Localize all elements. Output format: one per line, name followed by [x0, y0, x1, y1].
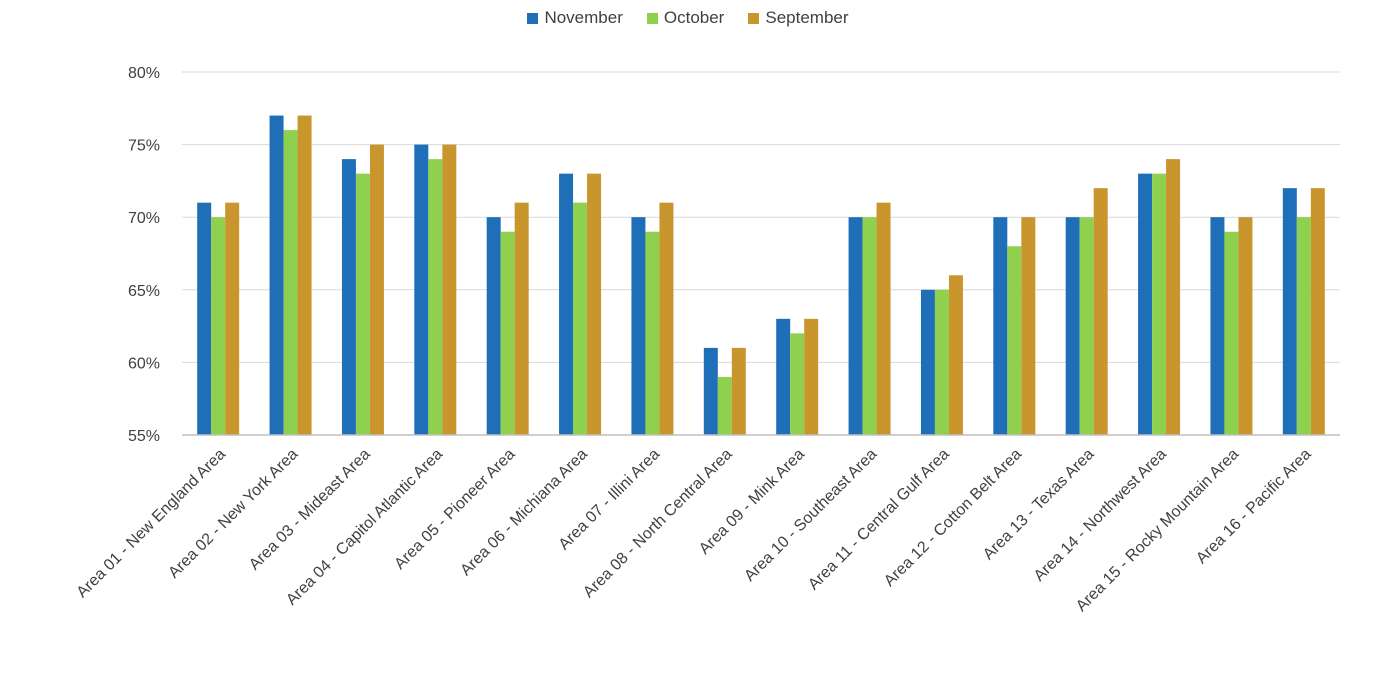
- legend-label-november: November: [544, 8, 623, 27]
- bar-november-7: [631, 217, 646, 435]
- bar-october-6: [573, 202, 588, 435]
- x-tick-label: Area 11 - Central Gulf Area: [805, 446, 953, 594]
- bar-november-14: [1138, 173, 1153, 435]
- bar-october-8: [717, 376, 732, 435]
- x-tick-label: Area 03 - Mideast Area: [246, 446, 374, 574]
- bar-november-3: [341, 159, 356, 435]
- legend-item-september: September: [748, 8, 849, 28]
- bar-september-14: [1166, 159, 1181, 435]
- bar-september-15: [1238, 217, 1253, 435]
- bar-october-13: [1079, 217, 1094, 435]
- x-tick-label: Area 14 - Northwest Area: [1031, 446, 1170, 585]
- legend-item-october: October: [646, 8, 725, 28]
- bar-november-1: [197, 202, 212, 435]
- bar-november-2: [269, 115, 284, 435]
- bar-november-16: [1282, 188, 1297, 435]
- bar-september-13: [1093, 188, 1108, 435]
- bar-october-1: [211, 217, 226, 435]
- bar-november-9: [776, 318, 791, 435]
- x-tick-label: Area 10 - Southeast Area: [741, 446, 880, 585]
- bar-october-15: [1224, 231, 1239, 435]
- bar-october-12: [1007, 246, 1022, 435]
- bar-september-6: [587, 173, 602, 435]
- bar-october-3: [355, 173, 370, 435]
- y-tick-label: 60%: [128, 355, 160, 372]
- x-tick-label: Area 02 - New York Area: [165, 446, 301, 582]
- bar-october-7: [645, 231, 660, 435]
- bar-october-10: [862, 217, 877, 435]
- x-tick-label: Area 12 - Cotton Belt Area: [881, 446, 1025, 590]
- x-tick-label: Area 04 - Capitol Atlantic Area: [283, 446, 446, 609]
- legend-swatch-november: [527, 12, 539, 24]
- bar-october-11: [934, 289, 949, 435]
- bar-november-8: [703, 347, 718, 435]
- bar-october-4: [428, 159, 443, 435]
- bar-september-5: [514, 202, 529, 435]
- bar-november-15: [1210, 217, 1225, 435]
- bar-september-1: [225, 202, 240, 435]
- bar-september-3: [369, 144, 384, 435]
- bar-november-12: [993, 217, 1008, 435]
- bar-september-12: [1021, 217, 1036, 435]
- bar-november-6: [559, 173, 574, 435]
- x-tick-label: Area 06 - Michiana Area: [457, 446, 590, 579]
- legend-label-october: October: [663, 8, 725, 27]
- y-tick-label: 75%: [128, 138, 160, 155]
- bar-november-5: [486, 217, 501, 435]
- y-tick-label: 70%: [128, 210, 160, 227]
- bar-september-4: [442, 144, 457, 435]
- y-tick-label: 80%: [128, 65, 160, 82]
- legend-label-september: September: [765, 8, 849, 27]
- bar-september-10: [876, 202, 891, 435]
- legend-item-november: November: [527, 8, 623, 28]
- bar-october-16: [1296, 217, 1311, 435]
- legend-swatch-september: [748, 12, 760, 24]
- bar-november-13: [1065, 217, 1080, 435]
- bar-september-9: [804, 318, 819, 435]
- bars: [197, 115, 1325, 435]
- x-tick-label: Area 01 - New England Area: [74, 446, 229, 601]
- bar-september-7: [659, 202, 674, 435]
- bar-october-5: [500, 231, 515, 435]
- bar-november-11: [920, 289, 935, 435]
- bar-september-8: [731, 347, 746, 435]
- bar-november-10: [848, 217, 863, 435]
- bar-september-2: [297, 115, 312, 435]
- bar-october-9: [790, 333, 805, 435]
- bar-september-16: [1310, 188, 1325, 435]
- bar-october-2: [283, 130, 298, 435]
- bar-november-4: [414, 144, 429, 435]
- bar-october-14: [1152, 173, 1167, 435]
- y-tick-label: 65%: [128, 283, 160, 300]
- x-tick-label: Area 08 - North Central Area: [580, 446, 735, 601]
- y-tick-label: 55%: [128, 428, 160, 445]
- bar-september-11: [948, 275, 963, 435]
- legend-swatch-october: [646, 12, 658, 24]
- x-tick-label: Area 05 - Pioneer Area: [391, 446, 518, 573]
- chart-legend: November October September: [0, 8, 1376, 28]
